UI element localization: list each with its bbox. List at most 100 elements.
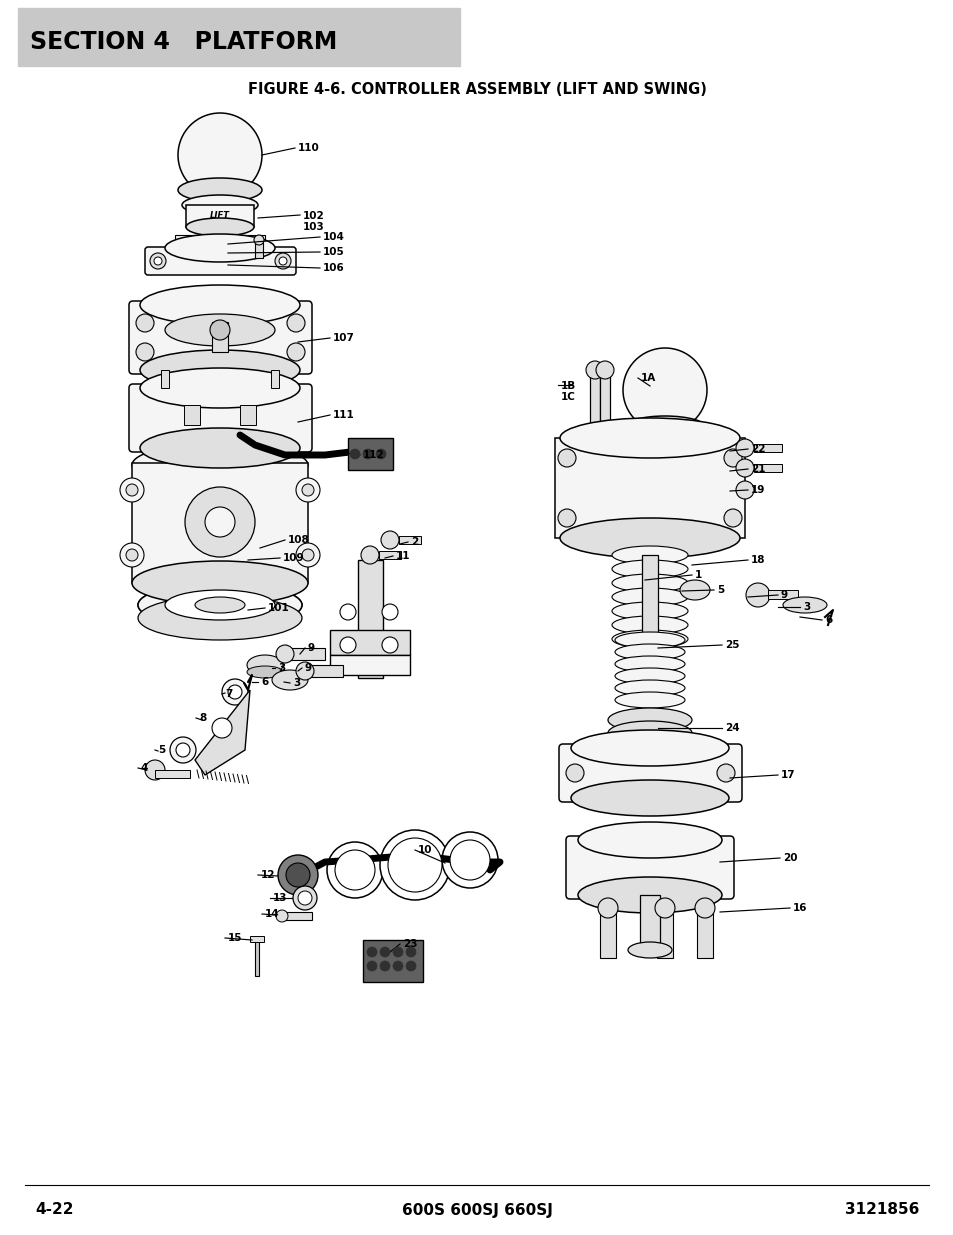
Ellipse shape — [612, 630, 687, 648]
Text: 9: 9 — [305, 663, 312, 673]
Text: 4-22: 4-22 — [35, 1203, 73, 1218]
Circle shape — [381, 637, 397, 653]
FancyBboxPatch shape — [18, 7, 459, 65]
Text: 104: 104 — [323, 232, 345, 242]
Text: 8: 8 — [199, 713, 206, 722]
Text: 3121856: 3121856 — [843, 1203, 918, 1218]
Ellipse shape — [186, 219, 253, 236]
Circle shape — [735, 438, 753, 457]
Circle shape — [327, 842, 382, 898]
Text: 3: 3 — [277, 663, 285, 673]
Text: 21: 21 — [750, 464, 764, 474]
Circle shape — [367, 961, 376, 971]
Text: 1B
1C: 1B 1C — [560, 382, 576, 401]
Bar — [330, 630, 410, 655]
Bar — [639, 895, 659, 950]
Text: 109: 109 — [283, 553, 304, 563]
Circle shape — [302, 550, 314, 561]
Circle shape — [293, 885, 316, 910]
Text: 4: 4 — [141, 763, 149, 773]
Text: 22: 22 — [750, 445, 764, 454]
Circle shape — [287, 343, 305, 361]
Circle shape — [222, 679, 248, 705]
FancyBboxPatch shape — [129, 384, 312, 452]
Circle shape — [723, 450, 741, 467]
Circle shape — [185, 487, 254, 557]
Ellipse shape — [615, 632, 684, 648]
Circle shape — [170, 737, 195, 763]
Text: 18: 18 — [750, 555, 764, 564]
Circle shape — [339, 637, 355, 653]
Ellipse shape — [140, 350, 299, 390]
Circle shape — [450, 840, 490, 881]
Bar — [285, 648, 325, 659]
Bar — [254, 240, 263, 258]
Ellipse shape — [138, 583, 302, 627]
Circle shape — [126, 484, 138, 496]
Circle shape — [120, 478, 144, 501]
Circle shape — [136, 343, 153, 361]
Circle shape — [339, 604, 355, 620]
Bar — [254, 939, 258, 976]
Ellipse shape — [165, 314, 274, 346]
Ellipse shape — [612, 559, 687, 578]
Ellipse shape — [679, 580, 709, 600]
Circle shape — [363, 450, 373, 459]
Circle shape — [380, 531, 398, 550]
FancyBboxPatch shape — [129, 301, 312, 374]
Bar — [641, 555, 658, 685]
Text: 112: 112 — [363, 450, 384, 459]
Ellipse shape — [194, 597, 245, 613]
Text: 5: 5 — [717, 585, 723, 595]
Text: 20: 20 — [782, 853, 797, 863]
Circle shape — [406, 947, 416, 957]
Text: LIFT: LIFT — [210, 211, 230, 221]
Bar — [271, 370, 278, 388]
Ellipse shape — [615, 643, 684, 659]
Bar — [250, 936, 264, 942]
Circle shape — [278, 257, 287, 266]
Bar — [753, 464, 781, 472]
Ellipse shape — [559, 417, 740, 458]
Text: 5: 5 — [158, 745, 165, 755]
Circle shape — [379, 830, 450, 900]
Bar — [697, 908, 712, 958]
Text: SECTION 4   PLATFORM: SECTION 4 PLATFORM — [30, 30, 337, 54]
Circle shape — [558, 450, 576, 467]
Circle shape — [120, 543, 144, 567]
Circle shape — [205, 508, 234, 537]
Text: 1: 1 — [695, 571, 701, 580]
Text: 11: 11 — [395, 551, 410, 561]
Text: 19: 19 — [750, 485, 764, 495]
FancyBboxPatch shape — [565, 836, 733, 899]
Circle shape — [695, 898, 714, 918]
Text: 16: 16 — [792, 903, 806, 913]
Text: 25: 25 — [724, 640, 739, 650]
Ellipse shape — [132, 443, 308, 487]
Bar — [282, 911, 312, 920]
Text: 106: 106 — [323, 263, 344, 273]
Circle shape — [441, 832, 497, 888]
Circle shape — [558, 509, 576, 527]
Circle shape — [745, 583, 769, 606]
Ellipse shape — [138, 597, 302, 640]
Ellipse shape — [247, 666, 283, 678]
Circle shape — [379, 947, 390, 957]
Circle shape — [126, 550, 138, 561]
Text: 3: 3 — [293, 678, 300, 688]
Circle shape — [297, 890, 312, 905]
Text: 14: 14 — [265, 909, 279, 919]
Bar — [174, 235, 265, 252]
Ellipse shape — [578, 877, 721, 913]
Circle shape — [228, 685, 242, 699]
Bar — [378, 551, 400, 559]
Text: 1A: 1A — [640, 373, 656, 383]
Ellipse shape — [272, 671, 308, 690]
Circle shape — [210, 320, 230, 340]
Bar — [348, 438, 393, 471]
Bar — [212, 322, 228, 352]
Text: 12: 12 — [261, 869, 275, 881]
Circle shape — [585, 361, 603, 379]
Ellipse shape — [607, 708, 691, 732]
Text: 10: 10 — [417, 845, 432, 855]
